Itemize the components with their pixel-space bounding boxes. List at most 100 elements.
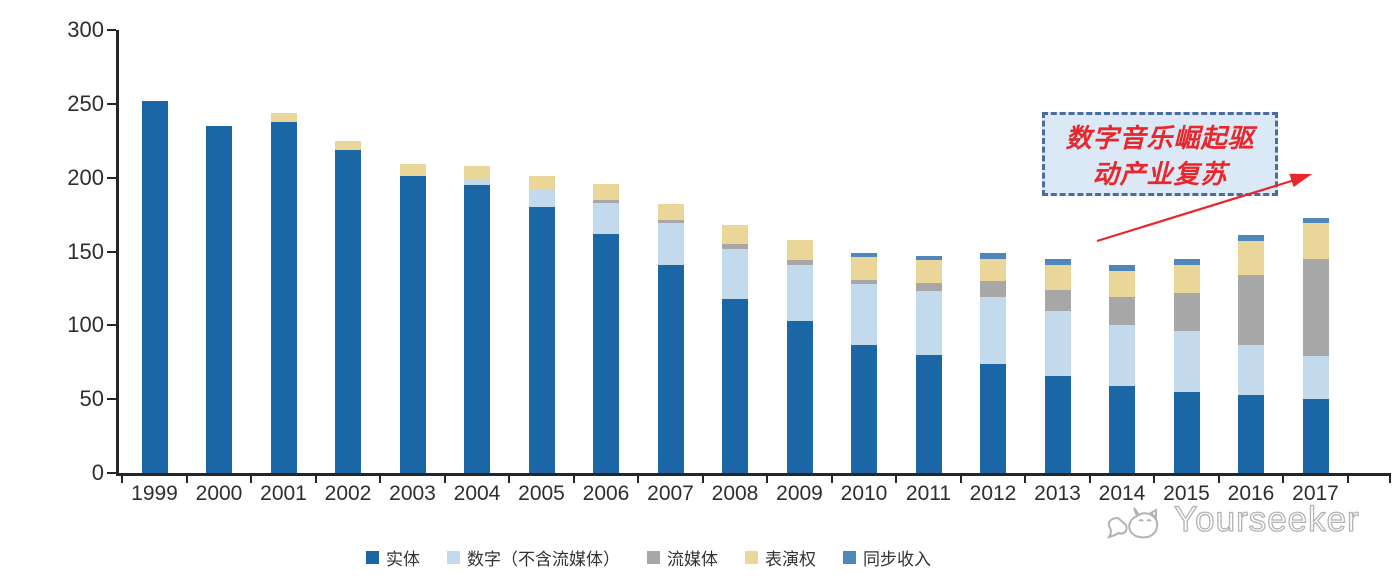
bar-segment-2013: [1044, 258, 1071, 265]
bar-segment-2002: [335, 149, 361, 473]
x-axis-tick: [766, 475, 769, 483]
bar-segment-2009: [786, 264, 813, 321]
legend-item: 同步收入: [843, 545, 931, 570]
annotation-text-line1: 数字音乐崛起驱: [1065, 123, 1255, 153]
y-axis-label: 200: [67, 164, 104, 190]
legend-item: 数字（不含流媒体）: [447, 545, 620, 570]
x-axis-tick: [250, 475, 253, 483]
bar-segment-2007: [657, 204, 684, 221]
bar-segment-2013: [1044, 310, 1071, 376]
x-axis-label: 2012: [969, 482, 1017, 505]
bar-segment-2014: [1109, 385, 1135, 473]
x-axis-tick: [959, 475, 962, 483]
bar-segment-2005: [528, 176, 555, 190]
x-axis-tick: [1389, 475, 1391, 483]
x-axis-label: 2013: [1034, 482, 1081, 505]
bar-segment-2015: [1173, 264, 1200, 293]
bar-segment-2007: [657, 223, 684, 265]
x-axis-label: 2014: [1098, 482, 1146, 505]
x-axis-tick: [185, 475, 188, 483]
bar-segment-2003: [399, 164, 426, 177]
y-axis-tick: [107, 324, 116, 327]
bar-segment-2016: [1238, 344, 1264, 395]
bar-segment-2004: [464, 185, 490, 473]
bar-segment-2011: [915, 354, 942, 473]
x-axis-label: 1999: [131, 482, 178, 505]
legend-label: 流媒体: [667, 550, 718, 569]
x-axis-label: 2016: [1227, 482, 1275, 505]
y-axis-tick: [107, 472, 116, 474]
bar-segment-2004: [464, 165, 490, 180]
legend-swatch-icon: [843, 551, 856, 564]
bar-segment-2014: [1109, 270, 1135, 298]
bar-segment-2008: [722, 244, 748, 249]
bar-segment-2000: [206, 125, 232, 473]
bar-segment-2016: [1238, 394, 1264, 473]
bar-segment-2004: [464, 179, 490, 186]
bar-segment-2014: [1109, 297, 1135, 326]
y-axis-line: [116, 30, 119, 473]
bar-segment-2015: [1173, 391, 1200, 473]
bar-segment-2001: [270, 112, 297, 122]
bar-segment-2016: [1238, 235, 1264, 242]
y-axis-label: 250: [67, 90, 104, 116]
annotation-callout-box: 数字音乐崛起驱 动产业复苏: [1042, 112, 1278, 196]
bar-segment-2014: [1109, 264, 1135, 271]
x-axis-tick: [121, 475, 124, 483]
y-axis-tick: [107, 398, 116, 401]
bar-segment-2017: [1302, 217, 1329, 224]
bar-segment-2012: [980, 258, 1006, 282]
watermark-text: Yourseeker: [1173, 499, 1360, 539]
bar-segment-2013: [1044, 375, 1071, 473]
legend-item: 流媒体: [647, 545, 718, 570]
bar-segment-2015: [1173, 292, 1200, 332]
x-axis-label: 2000: [195, 482, 243, 505]
x-axis-label: 2002: [324, 482, 372, 505]
bar-segment-2015: [1173, 258, 1200, 265]
bar-segment-2012: [980, 363, 1006, 473]
x-axis-label: 2010: [840, 482, 888, 505]
bar-segment-2006: [593, 233, 619, 473]
y-axis-label: 100: [67, 312, 104, 338]
bar-segment-2011: [915, 291, 942, 355]
x-axis-tick: [830, 475, 833, 483]
bar-segment-2007: [657, 220, 684, 224]
legend: 实体 数字（不含流媒体） 流媒体 表演权 同步收入: [366, 545, 931, 570]
bar-segment-2010: [851, 283, 877, 345]
bar-segment-2003: [399, 176, 426, 473]
legend-label: 实体: [386, 550, 420, 569]
legend-swatch-icon: [647, 551, 660, 564]
x-axis-label: 2001: [260, 482, 307, 505]
bar-segment-2017: [1302, 223, 1329, 259]
bar-segment-2012: [980, 281, 1006, 298]
y-axis-tick: [107, 102, 116, 105]
bar-segment-2017: [1302, 356, 1329, 400]
bar-segment-2006: [593, 202, 619, 234]
x-axis-tick: [1217, 475, 1220, 483]
y-axis-tick: [107, 176, 116, 179]
x-axis-label: 2004: [453, 482, 501, 505]
legend-swatch-icon: [447, 551, 460, 564]
x-axis-tick: [379, 475, 382, 483]
x-axis-tick: [508, 475, 511, 483]
bar-segment-2015: [1173, 331, 1200, 392]
x-axis-line: [116, 473, 1391, 476]
y-axis-tick: [107, 250, 116, 253]
x-axis-tick: [1088, 475, 1091, 483]
legend-item: 表演权: [745, 545, 816, 570]
x-axis-label: 2011: [905, 482, 952, 505]
x-axis-tick: [1282, 475, 1285, 483]
bar-segment-2001: [270, 121, 297, 473]
bar-segment-2010: [851, 344, 877, 473]
legend-swatch-icon: [745, 551, 758, 564]
bar-segment-1999: [141, 100, 168, 473]
bar-segment-2013: [1044, 264, 1071, 290]
bar-segment-2009: [786, 260, 813, 265]
bar-segment-2016: [1238, 275, 1264, 345]
y-axis-label: 50: [79, 386, 104, 412]
x-axis-label: 2015: [1163, 482, 1210, 505]
bar-segment-2005: [528, 207, 555, 473]
bar-segment-2008: [722, 224, 748, 245]
bar-segment-2011: [915, 282, 942, 292]
